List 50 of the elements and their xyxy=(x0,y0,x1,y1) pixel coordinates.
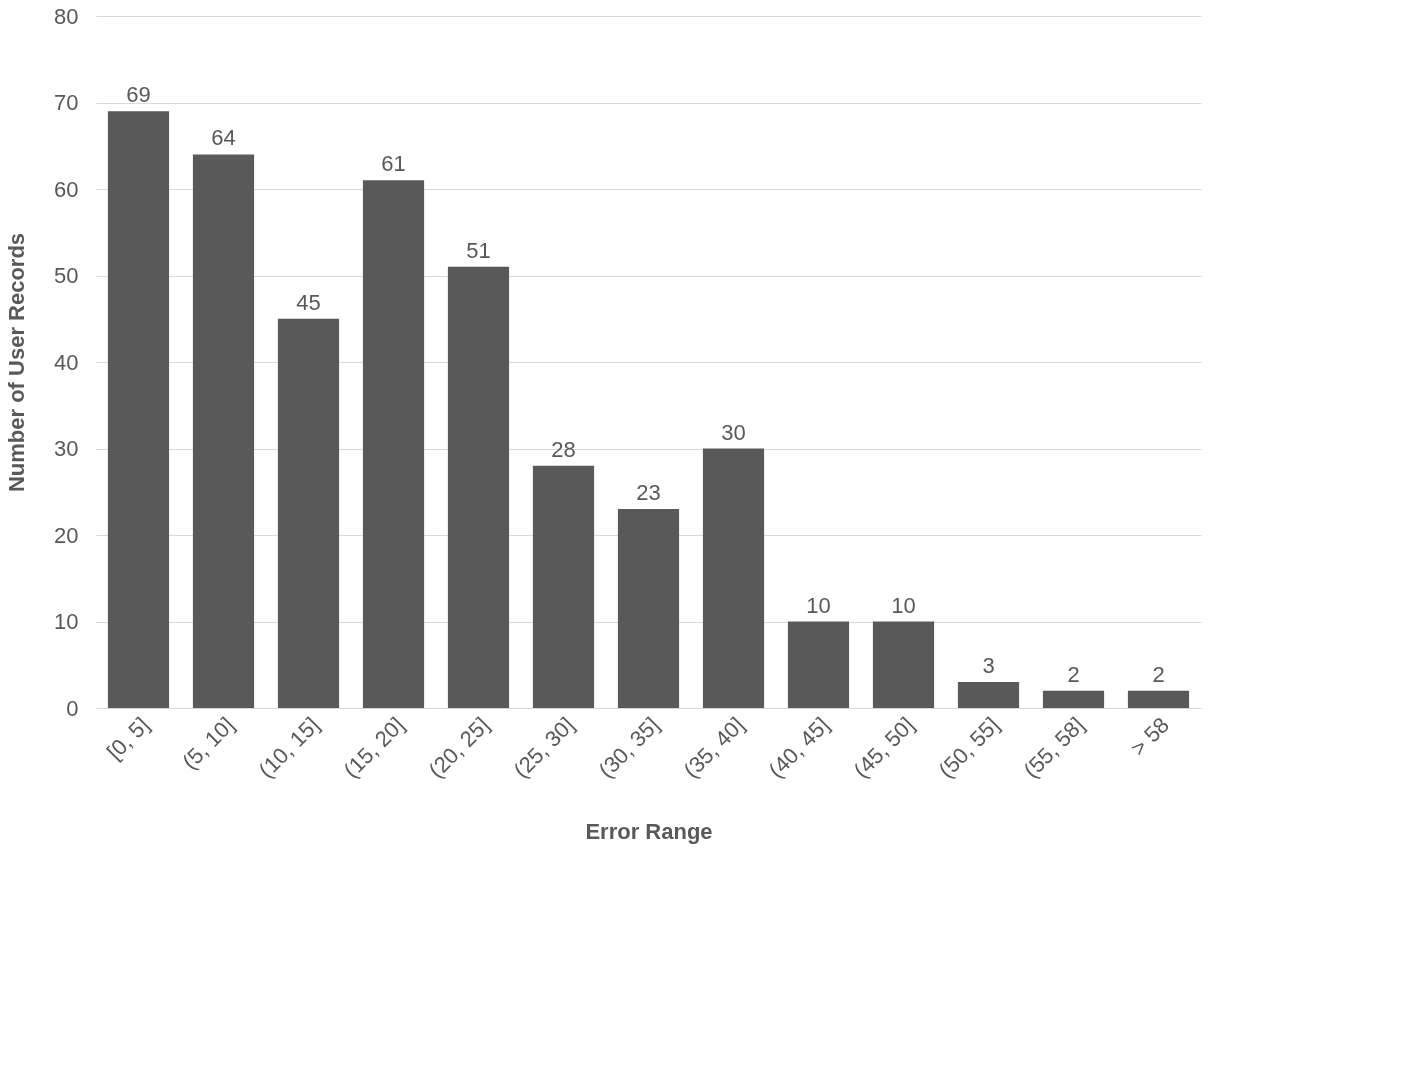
x-tick-label: (35, 40] xyxy=(678,712,750,783)
x-tick-label: (20, 25] xyxy=(423,712,495,783)
x-tick-label: (25, 30] xyxy=(508,712,580,783)
bar xyxy=(787,621,850,708)
data-label: 23 xyxy=(636,480,661,506)
data-label: 3 xyxy=(982,653,995,679)
x-tick-label: (15, 20] xyxy=(338,712,410,783)
y-tick-label: 60 xyxy=(54,176,79,202)
y-tick-label: 0 xyxy=(66,695,79,721)
bar xyxy=(192,154,255,708)
data-label: 69 xyxy=(126,82,151,108)
y-tick-label: 70 xyxy=(54,90,79,115)
bar xyxy=(1127,690,1190,708)
bar xyxy=(277,318,340,708)
data-label: 28 xyxy=(551,436,576,462)
y-tick-label: 10 xyxy=(54,609,79,634)
x-tick-label: (45, 50] xyxy=(848,712,920,783)
x-tick-label: (50, 55] xyxy=(933,712,1005,783)
x-tick-label: (40, 45] xyxy=(763,712,835,783)
x-tick-label: (10, 15] xyxy=(253,712,325,783)
x-tick-label: (55, 58] xyxy=(1018,712,1090,783)
y-tick-label: 30 xyxy=(54,436,79,461)
x-tick-label: (5, 10] xyxy=(177,712,240,775)
y-axis-title: Number of User Records xyxy=(4,232,30,493)
x-axis-title: Error Range xyxy=(585,819,713,845)
data-label: 10 xyxy=(806,592,831,618)
bar xyxy=(107,111,170,708)
data-label: 2 xyxy=(1067,661,1080,687)
data-label: 2 xyxy=(1152,661,1165,687)
x-tick-label: > 58 xyxy=(1125,712,1175,761)
x-tick-label: [0, 5] xyxy=(101,712,155,765)
data-label: 45 xyxy=(296,289,321,315)
bar xyxy=(702,448,765,708)
bar xyxy=(447,266,510,708)
x-tick-label: (30, 35] xyxy=(593,712,665,783)
data-label: 30 xyxy=(721,419,746,445)
y-tick-label: 50 xyxy=(54,263,79,288)
data-label: 61 xyxy=(381,151,406,177)
bar xyxy=(1042,690,1105,708)
y-tick-label: 80 xyxy=(54,3,79,29)
data-label: 51 xyxy=(466,237,491,263)
y-tick-label: 40 xyxy=(54,349,79,375)
bar xyxy=(957,682,1020,708)
bar xyxy=(872,621,935,708)
data-label: 64 xyxy=(211,125,236,151)
bar xyxy=(362,180,425,708)
data-label: 10 xyxy=(891,592,916,618)
bar xyxy=(532,465,595,708)
y-tick-label: 20 xyxy=(54,522,79,548)
bar xyxy=(617,509,680,708)
